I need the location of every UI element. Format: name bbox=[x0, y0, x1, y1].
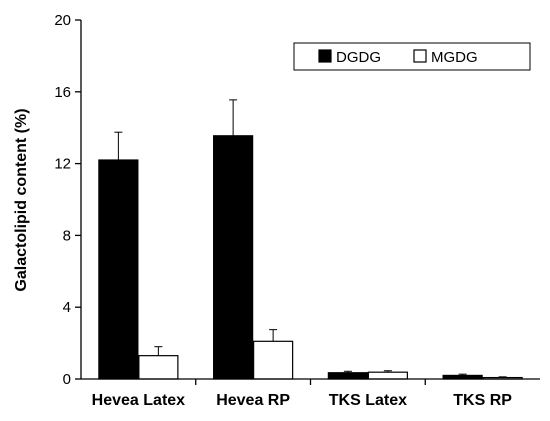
y-tick-label: 12 bbox=[54, 156, 71, 173]
y-tick-label: 20 bbox=[54, 12, 71, 29]
y-tick-label: 4 bbox=[63, 299, 71, 316]
legend-swatch-mgdg bbox=[413, 49, 427, 63]
bar-mgdg-0 bbox=[138, 355, 179, 380]
legend-label-mgdg: MGDG bbox=[431, 49, 478, 66]
legend-label-dgdg: DGDG bbox=[336, 49, 381, 66]
legend-box bbox=[293, 42, 531, 71]
axes: 0 4 8 12 16 20 Hevea Latex Hevea RP TKS Latex TKS… bbox=[54, 12, 540, 409]
y-tick-label: 16 bbox=[54, 84, 71, 101]
bar-dgdg-1 bbox=[213, 135, 254, 380]
x-tick-label: TKS Latex bbox=[329, 392, 407, 409]
y-tick-label: 8 bbox=[63, 227, 71, 244]
legend-swatch-dgdg bbox=[318, 49, 332, 63]
bar-mgdg-1 bbox=[253, 340, 294, 380]
x-tick-label: Hevea RP bbox=[216, 392, 290, 409]
x-tick-label: TKS RP bbox=[453, 392, 512, 409]
y-tick-label: 0 bbox=[63, 371, 71, 388]
bar-dgdg-2 bbox=[327, 372, 368, 380]
bars-layer bbox=[98, 99, 523, 380]
bar-mgdg-2 bbox=[367, 371, 408, 380]
legend: DGDG MGDG bbox=[293, 42, 531, 71]
y-axis-title: Galactolipid content (%) bbox=[13, 108, 30, 291]
bar-dgdg-0 bbox=[98, 159, 139, 380]
x-tick-label: Hevea Latex bbox=[92, 392, 185, 409]
